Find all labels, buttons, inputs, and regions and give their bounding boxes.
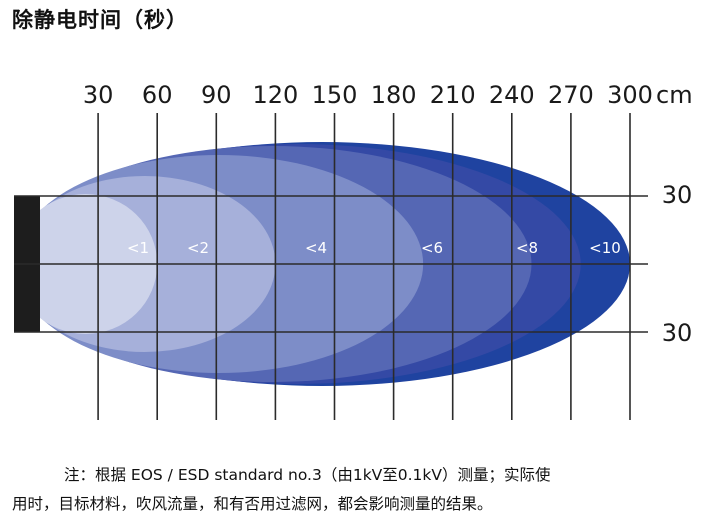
footnote-line-2: 用时，目标材料，吹风流量，和有否用过滤网，都会影响测量的结果。 — [12, 495, 493, 513]
zone-time-label: <10 — [589, 239, 621, 257]
footnote: 注：根据 EOS / ESD standard no.3（由1kV至0.1kV）… — [12, 461, 702, 519]
top-axis-tick-label: 240 — [489, 81, 535, 109]
zone-time-label: <6 — [421, 239, 443, 257]
top-axis-tick-label: 90 — [201, 81, 232, 109]
zone-time-label: <2 — [187, 239, 209, 257]
labels-layer: 30 60 90 120 150 180 210 240 270 300 cm 30 30 <1 <2 <4 <… — [83, 81, 693, 347]
top-axis-tick-label: 30 — [83, 81, 114, 109]
top-axis-tick-label: 210 — [430, 81, 476, 109]
zone-time-label: <4 — [305, 239, 327, 257]
diagram-title: 除静电时间（秒） — [12, 8, 188, 32]
zone-time-label: <8 — [516, 239, 538, 257]
top-axis-tick-label: 60 — [142, 81, 173, 109]
top-axis-tick-label: 150 — [312, 81, 358, 109]
top-axis-tick-label: 180 — [371, 81, 417, 109]
top-axis-tick-label: 120 — [252, 81, 298, 109]
top-axis-tick-label: 300 — [607, 81, 653, 109]
airflow-range-diagram: 30 60 90 120 150 180 210 240 270 300 cm 30 30 <1 <2 <4 <… — [14, 81, 693, 420]
side-axis-lower-label: 30 — [662, 319, 693, 347]
zone-time-label: <1 — [127, 239, 149, 257]
top-axis-unit: cm — [656, 81, 693, 109]
side-axis-upper-label: 30 — [662, 181, 693, 209]
grid-layer — [14, 113, 648, 420]
top-axis-tick-label: 270 — [548, 81, 594, 109]
footnote-line-1: 注：根据 EOS / ESD standard no.3（由1kV至0.1kV）… — [64, 466, 551, 484]
